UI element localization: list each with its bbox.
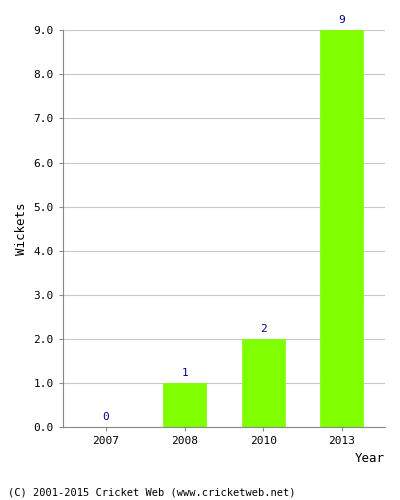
Bar <box>163 384 206 428</box>
Text: 9: 9 <box>338 15 345 25</box>
Text: (C) 2001-2015 Cricket Web (www.cricketweb.net): (C) 2001-2015 Cricket Web (www.cricketwe… <box>8 488 296 498</box>
Text: 2: 2 <box>260 324 266 334</box>
Text: 1: 1 <box>181 368 188 378</box>
Bar <box>320 30 363 427</box>
X-axis label: Year: Year <box>355 452 385 465</box>
Y-axis label: Wickets: Wickets <box>15 202 28 255</box>
Text: 0: 0 <box>103 412 110 422</box>
Bar <box>242 339 285 428</box>
